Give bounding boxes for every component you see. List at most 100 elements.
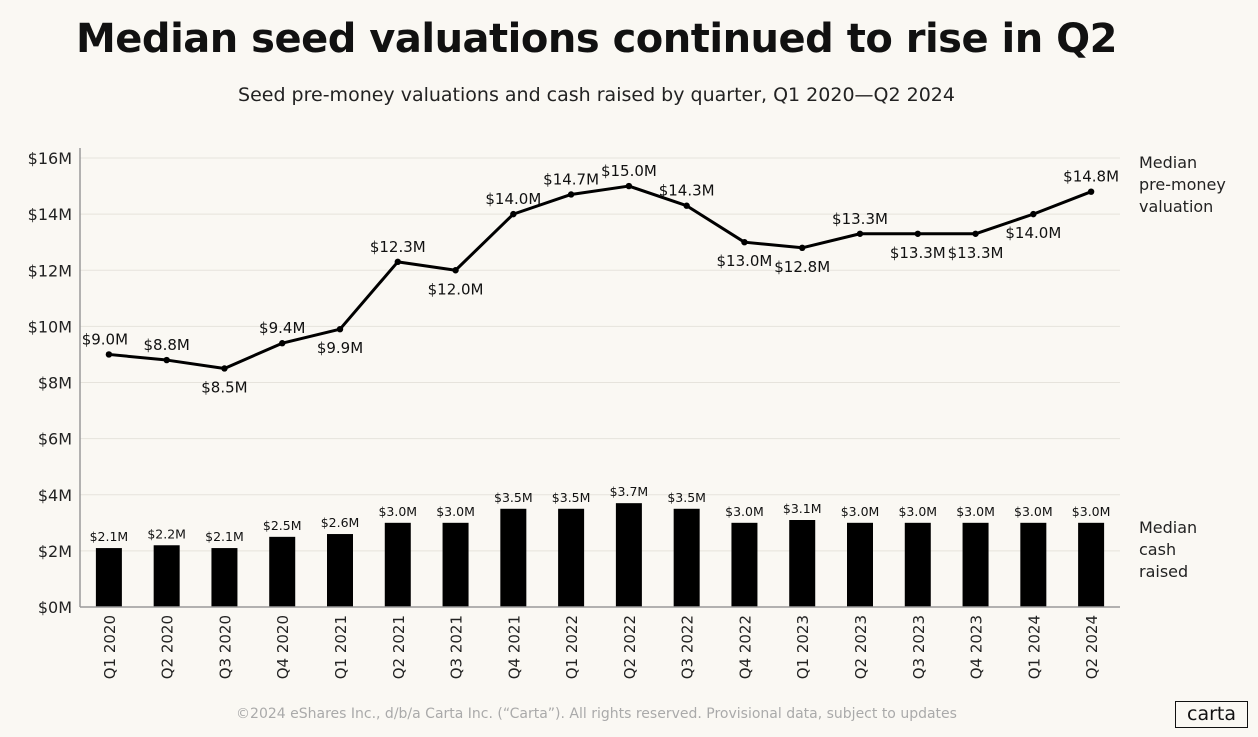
bar [442, 522, 469, 607]
line-data-label: $15.0M [601, 162, 657, 180]
bar [95, 548, 122, 607]
valuation-point [799, 244, 806, 251]
carta-logo: carta [1175, 701, 1248, 728]
bar [211, 548, 238, 607]
bar [847, 522, 873, 607]
bar [673, 508, 700, 607]
bar-data-label: $3.0M [841, 504, 880, 519]
x-tick-label: Q1 2024 [1025, 615, 1043, 679]
bar [731, 522, 758, 607]
bar [269, 536, 296, 607]
valuation-point [972, 230, 979, 237]
y-tick-label: $2M [38, 542, 72, 561]
bar-data-label: $3.0M [436, 504, 475, 519]
bar [789, 520, 816, 607]
valuation-point [279, 340, 286, 347]
bar-data-label: $3.5M [667, 490, 706, 505]
bar-data-label: $2.1M [205, 529, 244, 544]
bar-data-label: $3.5M [494, 490, 533, 505]
valuation-point [567, 191, 575, 198]
line-data-label: $13.3M [832, 210, 888, 228]
bar-data-label: $3.7M [610, 484, 649, 499]
bar-data-label: $3.0M [1072, 504, 1111, 519]
bar [153, 545, 180, 607]
bar [327, 534, 353, 607]
line-data-label: $13.3M [890, 244, 946, 262]
x-tick-label: Q2 2024 [1083, 615, 1101, 679]
copyright-footer: ©2024 eShares Inc., d/b/a Carta Inc. (“C… [236, 706, 957, 722]
line-data-label: $14.7M [543, 170, 599, 188]
line-data-label: $13.0M [716, 252, 772, 270]
legend-cash: Median cash raised [1139, 517, 1197, 583]
legend-line: cash [1139, 540, 1177, 559]
valuation-point [625, 182, 633, 190]
valuation-point [1087, 188, 1095, 195]
x-tick-label: Q4 2021 [505, 615, 523, 679]
bar [384, 522, 411, 607]
x-tick-label: Q1 2021 [332, 615, 350, 679]
x-tick-label: Q1 2020 [101, 615, 119, 679]
legend-line: Median [1139, 518, 1198, 537]
bar [1020, 522, 1047, 607]
x-tick-label: Q2 2023 [852, 615, 870, 679]
bar [500, 508, 527, 607]
valuation-point [394, 258, 401, 266]
bar [615, 503, 642, 607]
valuation-point [741, 238, 748, 246]
bar-data-label: $3.1M [783, 501, 822, 516]
y-tick-label: $0M [38, 598, 72, 617]
line-data-label: $8.8M [143, 336, 189, 354]
line-data-label: $14.8M [1063, 168, 1119, 186]
valuation-point [683, 202, 690, 209]
y-tick-label: $10M [28, 317, 72, 336]
bar-data-label: $2.2M [147, 526, 186, 541]
valuation-point [105, 351, 113, 358]
y-tick-label: $8M [38, 374, 72, 393]
x-tick-label: Q4 2022 [736, 615, 754, 679]
legend-line: Median [1139, 153, 1198, 172]
x-tick-label: Q3 2021 [448, 615, 466, 679]
valuation-point [221, 365, 228, 372]
bar [962, 522, 989, 607]
line-data-label: $8.5M [201, 378, 247, 396]
x-tick-label: Q3 2022 [679, 615, 697, 679]
valuation-point [1030, 210, 1037, 218]
y-tick-label: $6M [38, 430, 72, 449]
x-tick-label: Q3 2020 [216, 615, 234, 679]
x-tick-label: Q1 2023 [794, 615, 812, 679]
line-data-label: $9.4M [259, 319, 305, 337]
bar-data-label: $2.6M [321, 515, 360, 530]
chart-subtitle: Seed pre-money valuations and cash raise… [238, 84, 955, 106]
y-tick-label: $12M [28, 261, 72, 280]
line-data-label: $14.0M [1005, 224, 1061, 242]
bar [558, 508, 585, 607]
y-tick-label: $16M [28, 149, 72, 168]
valuation-point [163, 356, 170, 364]
y-tick-label: $4M [38, 486, 72, 505]
bar-data-label: $3.0M [378, 504, 417, 519]
line-data-label: $12.0M [428, 280, 484, 298]
x-tick-label: Q3 2023 [910, 615, 928, 679]
line-data-label: $12.3M [370, 238, 426, 256]
x-tick-label: Q2 2022 [621, 615, 639, 679]
legend-line: valuation [1139, 197, 1214, 216]
valuation-point [914, 230, 921, 237]
line-data-label: $14.0M [485, 190, 541, 208]
line-data-label: $9.0M [82, 330, 128, 348]
bar [1078, 522, 1105, 607]
bar-data-label: $3.0M [956, 504, 995, 519]
x-tick-label: Q1 2022 [563, 615, 581, 679]
bar-data-label: $2.1M [90, 529, 129, 544]
valuation-point [336, 325, 344, 333]
bar-data-label: $3.0M [898, 504, 937, 519]
line-data-label: $13.3M [948, 244, 1004, 262]
y-tick-label: $14M [28, 205, 72, 224]
valuation-point [856, 230, 864, 237]
x-tick-label: Q4 2020 [274, 615, 292, 679]
legend-line: raised [1139, 562, 1189, 581]
x-tick-label: Q2 2020 [159, 615, 177, 679]
line-data-label: $14.3M [659, 182, 715, 200]
valuation-line [108, 184, 1092, 370]
bar [904, 522, 931, 607]
